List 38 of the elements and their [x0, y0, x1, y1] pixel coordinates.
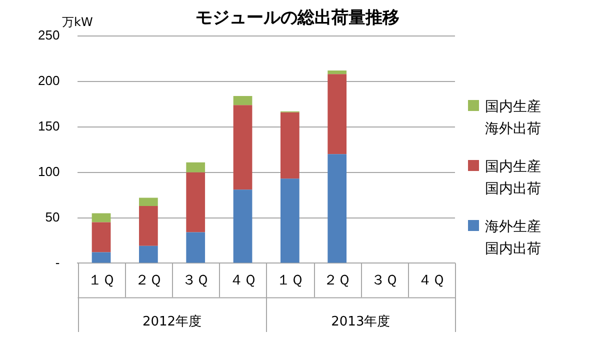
bar — [92, 213, 111, 222]
y-axis-title: 万kW — [62, 14, 93, 31]
bar — [328, 74, 347, 154]
bar — [92, 252, 111, 263]
bar — [186, 232, 206, 263]
legend-label: 海外生産国内出荷 — [485, 218, 542, 259]
x-tick-label: ４Ｑ — [229, 271, 256, 288]
x-tick-label: ３Ｑ — [370, 271, 398, 288]
y-tick-label: 100 — [38, 164, 60, 179]
text: 2013年度 — [331, 313, 390, 330]
x-tick-label: ２Ｑ — [324, 271, 351, 288]
bar — [233, 105, 252, 190]
bar — [280, 178, 300, 263]
bar — [186, 172, 206, 232]
x-tick-label: １Ｑ — [276, 271, 304, 288]
bar — [139, 198, 158, 206]
chart-title: モジュールの総出荷量推移 — [196, 8, 400, 28]
bar — [92, 222, 111, 252]
y-tick-label: 50 — [45, 209, 60, 224]
bar — [186, 162, 206, 172]
bar — [139, 246, 158, 263]
y-tick-label: 150 — [38, 118, 60, 134]
text: 2012年度 — [142, 313, 202, 330]
x-tick-label: ４Ｑ — [418, 271, 445, 288]
x-tick-label: １Ｑ — [88, 271, 115, 288]
bar — [233, 190, 252, 263]
bar — [139, 206, 158, 246]
y-tick-label: - — [55, 254, 60, 270]
y-tick-label: 250 — [38, 28, 60, 43]
bar — [233, 96, 252, 106]
x-tick-label: ３Ｑ — [182, 271, 210, 288]
y-tick-label: 200 — [38, 73, 60, 88]
bar — [328, 70, 347, 74]
bar — [328, 154, 347, 263]
x-tick-label: ２Ｑ — [134, 271, 162, 288]
legend-label: 国内生産海外出荷 — [485, 98, 542, 139]
bar — [280, 112, 300, 179]
legend-label: 国内生産国内出荷 — [485, 158, 542, 199]
